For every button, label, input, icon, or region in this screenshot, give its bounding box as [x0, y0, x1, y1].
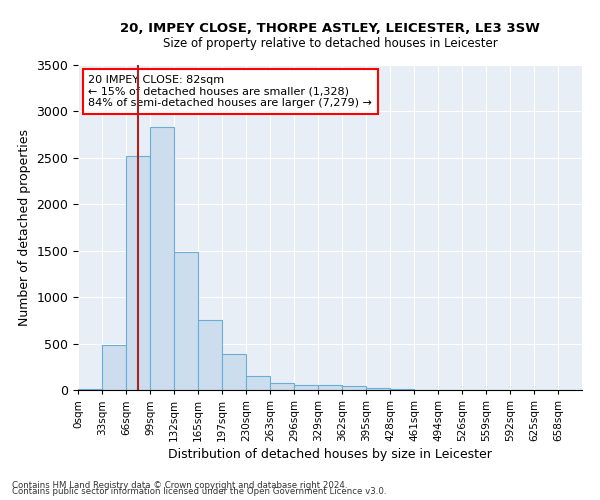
- Bar: [150, 127, 174, 390]
- Y-axis label: Number of detached properties: Number of detached properties: [18, 129, 31, 326]
- Bar: [294, 386, 318, 390]
- Text: 20 IMPEY CLOSE: 82sqm
← 15% of detached houses are smaller (1,328)
84% of semi-d: 20 IMPEY CLOSE: 82sqm ← 15% of detached …: [88, 74, 372, 108]
- Bar: [102, 344, 126, 390]
- Bar: [174, 252, 198, 390]
- Text: Contains HM Land Registry data © Crown copyright and database right 2024.: Contains HM Land Registry data © Crown c…: [12, 481, 347, 490]
- Bar: [270, 382, 294, 390]
- Text: 20, IMPEY CLOSE, THORPE ASTLEY, LEICESTER, LE3 3SW: 20, IMPEY CLOSE, THORPE ASTLEY, LEICESTE…: [120, 22, 540, 36]
- X-axis label: Distribution of detached houses by size in Leicester: Distribution of detached houses by size …: [168, 448, 492, 461]
- Bar: [198, 320, 222, 390]
- Bar: [342, 386, 366, 390]
- Bar: [126, 156, 150, 390]
- Bar: [78, 388, 102, 390]
- Text: Contains public sector information licensed under the Open Government Licence v3: Contains public sector information licen…: [12, 488, 386, 496]
- Bar: [246, 376, 270, 390]
- Text: Size of property relative to detached houses in Leicester: Size of property relative to detached ho…: [163, 38, 497, 51]
- Bar: [318, 385, 342, 390]
- Bar: [366, 388, 390, 390]
- Bar: [222, 354, 246, 390]
